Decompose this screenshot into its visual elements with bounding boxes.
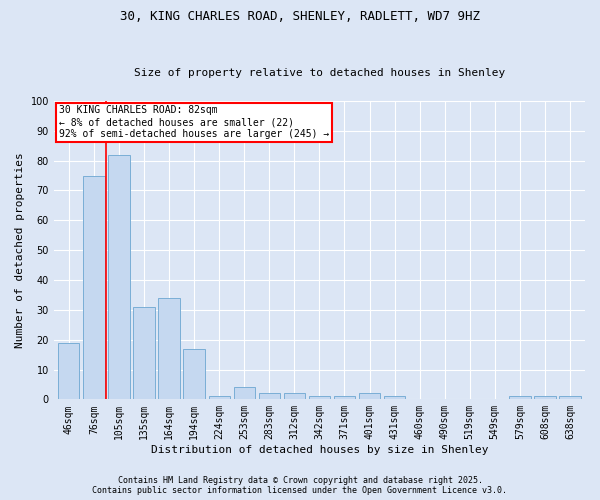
Bar [133,307,155,400]
Bar [209,396,230,400]
Title: Size of property relative to detached houses in Shenley: Size of property relative to detached ho… [134,68,505,78]
Bar [184,348,205,400]
Bar [108,154,130,400]
Text: Contains HM Land Registry data © Crown copyright and database right 2025.
Contai: Contains HM Land Registry data © Crown c… [92,476,508,495]
Bar [509,396,530,400]
Bar [334,396,355,400]
Bar [534,396,556,400]
Bar [309,396,330,400]
Bar [83,176,104,400]
Bar [559,396,581,400]
Text: 30, KING CHARLES ROAD, SHENLEY, RADLETT, WD7 9HZ: 30, KING CHARLES ROAD, SHENLEY, RADLETT,… [120,10,480,23]
X-axis label: Distribution of detached houses by size in Shenley: Distribution of detached houses by size … [151,445,488,455]
Y-axis label: Number of detached properties: Number of detached properties [15,152,25,348]
Bar [384,396,405,400]
Text: 30 KING CHARLES ROAD: 82sqm
← 8% of detached houses are smaller (22)
92% of semi: 30 KING CHARLES ROAD: 82sqm ← 8% of deta… [59,106,329,138]
Bar [359,394,380,400]
Bar [233,388,255,400]
Bar [284,394,305,400]
Bar [158,298,180,400]
Bar [58,342,79,400]
Bar [259,394,280,400]
